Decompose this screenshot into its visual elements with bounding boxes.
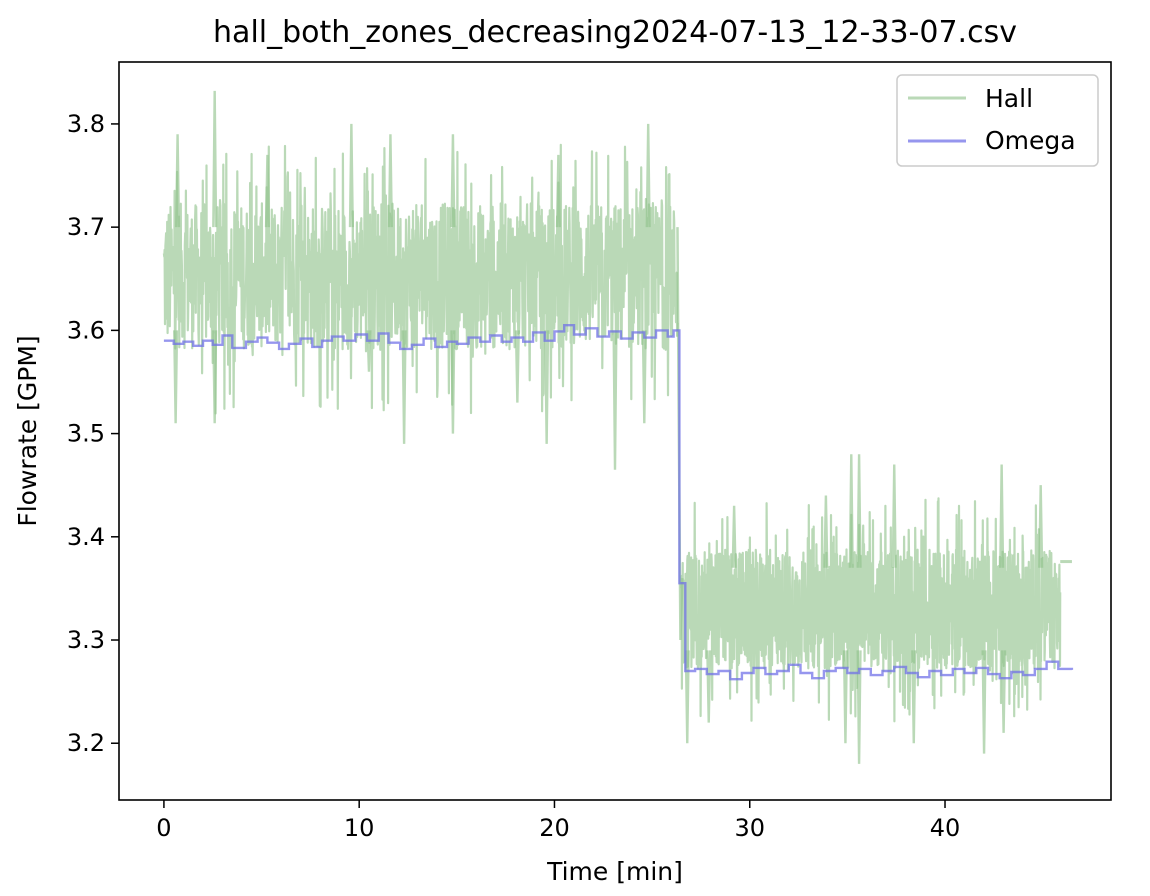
hall-spike-up-11 (856, 454, 862, 568)
omega-line (163, 324, 1074, 681)
hall-spike-up-6 (555, 154, 561, 228)
hall-line-segment-1 (680, 497, 1062, 723)
x-tick-label-30: 30 (734, 814, 765, 842)
hall-spike-down-10 (706, 650, 712, 723)
chart-title: hall_both_zones_decreasing2024-07-13_12-… (213, 15, 1017, 50)
y-tick-label-5: 3.7 (67, 213, 105, 241)
hall-spike-down-8 (641, 330, 647, 424)
y-tick-label-4: 3.6 (67, 316, 105, 344)
y-tick-label-1: 3.3 (67, 626, 105, 654)
hall-spike-down-1 (212, 330, 218, 424)
hall-spike-up-14 (1038, 485, 1044, 568)
hall-spike-down-0 (173, 330, 179, 424)
hall-spike-down-9 (684, 650, 690, 744)
y-tick-label-0: 3.2 (67, 729, 105, 757)
y-axis-label: Flowrate [GPM] (13, 335, 42, 526)
x-tick-label-20: 20 (539, 814, 570, 842)
hall-spike-up-8 (731, 505, 737, 568)
hall-spike-down-12 (856, 650, 862, 764)
hall-spike-up-4 (387, 134, 393, 228)
y-axis: 3.2 3.3 3.4 3.5 3.6 3.7 3.8 (67, 110, 119, 757)
y-tick-label-6: 3.8 (67, 110, 105, 138)
x-axis: 0 10 20 30 40 (156, 800, 960, 842)
x-tick-label-0: 0 (156, 814, 171, 842)
hall-spike-up-3 (348, 123, 354, 228)
legend-omega-label: Omega (985, 126, 1076, 155)
hall-spike-up-1 (212, 90, 218, 228)
hall-spike-up-13 (999, 464, 1005, 568)
y-tick-label-2: 3.4 (67, 523, 105, 551)
y-tick-label-3: 3.5 (67, 420, 105, 448)
data-layer (162, 90, 1074, 764)
hall-spike-down-15 (1001, 650, 1007, 733)
hall-spike-down-6 (544, 330, 550, 444)
hall-spike-up-9 (823, 495, 829, 568)
hall-spike-up-12 (891, 464, 897, 568)
hall-spike-down-5 (514, 330, 520, 403)
hall-spike-down-11 (842, 650, 848, 744)
x-tick-label-10: 10 (344, 814, 375, 842)
hall-spike-up-2 (264, 154, 270, 228)
hall-line-segment-0 (162, 143, 679, 415)
hall-spike-down-7 (612, 330, 618, 470)
hall-spike-down-14 (981, 650, 987, 754)
hall-spike-up-5 (450, 134, 456, 228)
hall-spike-down-2 (366, 330, 372, 372)
series-omega (163, 324, 1074, 681)
legend: Hall Omega (896, 74, 1099, 167)
hall-spike-down-4 (450, 330, 456, 434)
hall-spike-up-7 (645, 123, 651, 228)
hall-spike-up-0 (175, 134, 181, 228)
x-tick-label-40: 40 (930, 814, 961, 842)
legend-hall-label: Hall (985, 84, 1033, 113)
hall-spike-down-3 (401, 330, 407, 444)
hall-spike-down-13 (911, 650, 917, 744)
x-axis-label: Time [min] (546, 857, 683, 886)
plot-frame (118, 61, 1112, 801)
hall-spike-up-10 (848, 454, 854, 568)
